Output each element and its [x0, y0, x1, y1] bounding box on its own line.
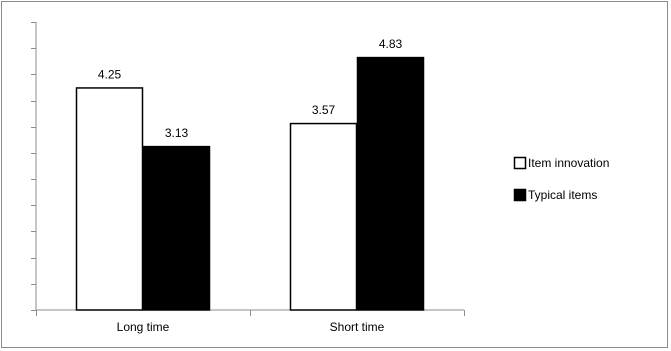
chart-legend: Item innovation Typical items [513, 156, 609, 202]
legend-swatch [513, 156, 527, 170]
bar [75, 87, 144, 311]
legend-label: Item innovation [528, 156, 609, 170]
legend-label: Typical items [528, 188, 597, 202]
data-label: 3.57 [312, 103, 336, 117]
bar [289, 122, 358, 311]
bar [356, 56, 425, 311]
chart-bars [75, 56, 425, 311]
data-label: 4.83 [379, 37, 403, 51]
chart-labels: 4.25 3.13 Long time 3.57 4.83 Short time [98, 37, 403, 334]
x-tick-label: Short time [330, 320, 385, 334]
legend-swatch [513, 188, 527, 202]
bar [142, 145, 211, 311]
data-label: 4.25 [98, 67, 122, 81]
x-tick-label: Long time [117, 320, 170, 334]
data-label: 3.13 [165, 126, 189, 140]
